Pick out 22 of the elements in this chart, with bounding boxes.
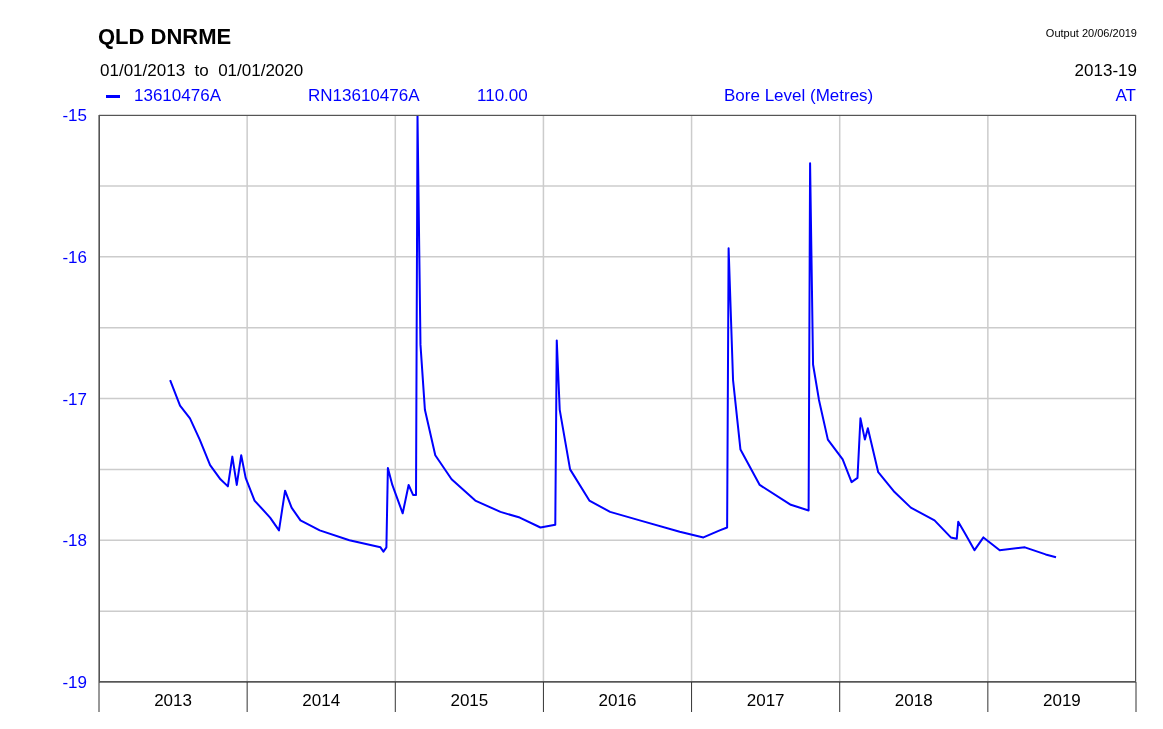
x-tick-label: 2015 [450,691,489,710]
line-series [169,115,1057,559]
chart-subtitle: 01/01/2013 to 01/01/2020 [100,61,304,81]
x-tick-label: 2013 [154,691,192,710]
x-tick-label: 2014 [302,691,341,710]
y-tick-label: -18 [62,531,87,551]
x-tick-label: 2019 [1043,691,1081,710]
y-tick-label: -19 [62,673,87,692]
x-tick-label: 2018 [894,691,933,710]
text: RN13610476A [308,86,420,106]
text: 110.00 [477,86,528,106]
chart-title: QLD DNRME [98,24,232,50]
legend-label: 13610476A [134,86,221,106]
text: Output 20/06/2019 [1045,27,1137,39]
x-tick-label: 2016 [598,691,637,710]
y-tick-label: -16 [62,247,87,267]
x-tick-label: 2017 [746,691,785,710]
text: Bore Level (Metres) [724,86,874,106]
text: AT [1115,86,1136,106]
text: 2013-19 [1074,61,1137,81]
y-tick-label: -15 [62,106,87,125]
y-tick-label: -17 [62,389,87,409]
